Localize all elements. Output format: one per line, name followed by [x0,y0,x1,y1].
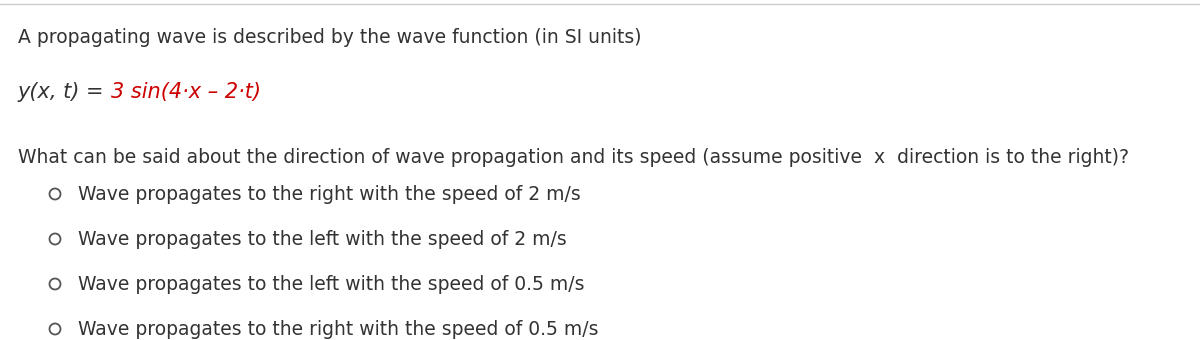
Text: Wave propagates to the left with the speed of 0.5 m/s: Wave propagates to the left with the spe… [78,275,584,294]
Text: y(x, t) =: y(x, t) = [18,82,112,102]
Text: A propagating wave is described by the wave function (in SI units): A propagating wave is described by the w… [18,28,642,47]
Text: 3 sin(4·x – 2·t): 3 sin(4·x – 2·t) [112,82,262,102]
Text: Wave propagates to the right with the speed of 0.5 m/s: Wave propagates to the right with the sp… [78,320,599,339]
Text: Wave propagates to the left with the speed of 2 m/s: Wave propagates to the left with the spe… [78,230,566,249]
Text: What can be said about the direction of wave propagation and its speed (assume p: What can be said about the direction of … [18,148,1129,167]
Text: Wave propagates to the right with the speed of 2 m/s: Wave propagates to the right with the sp… [78,185,581,204]
